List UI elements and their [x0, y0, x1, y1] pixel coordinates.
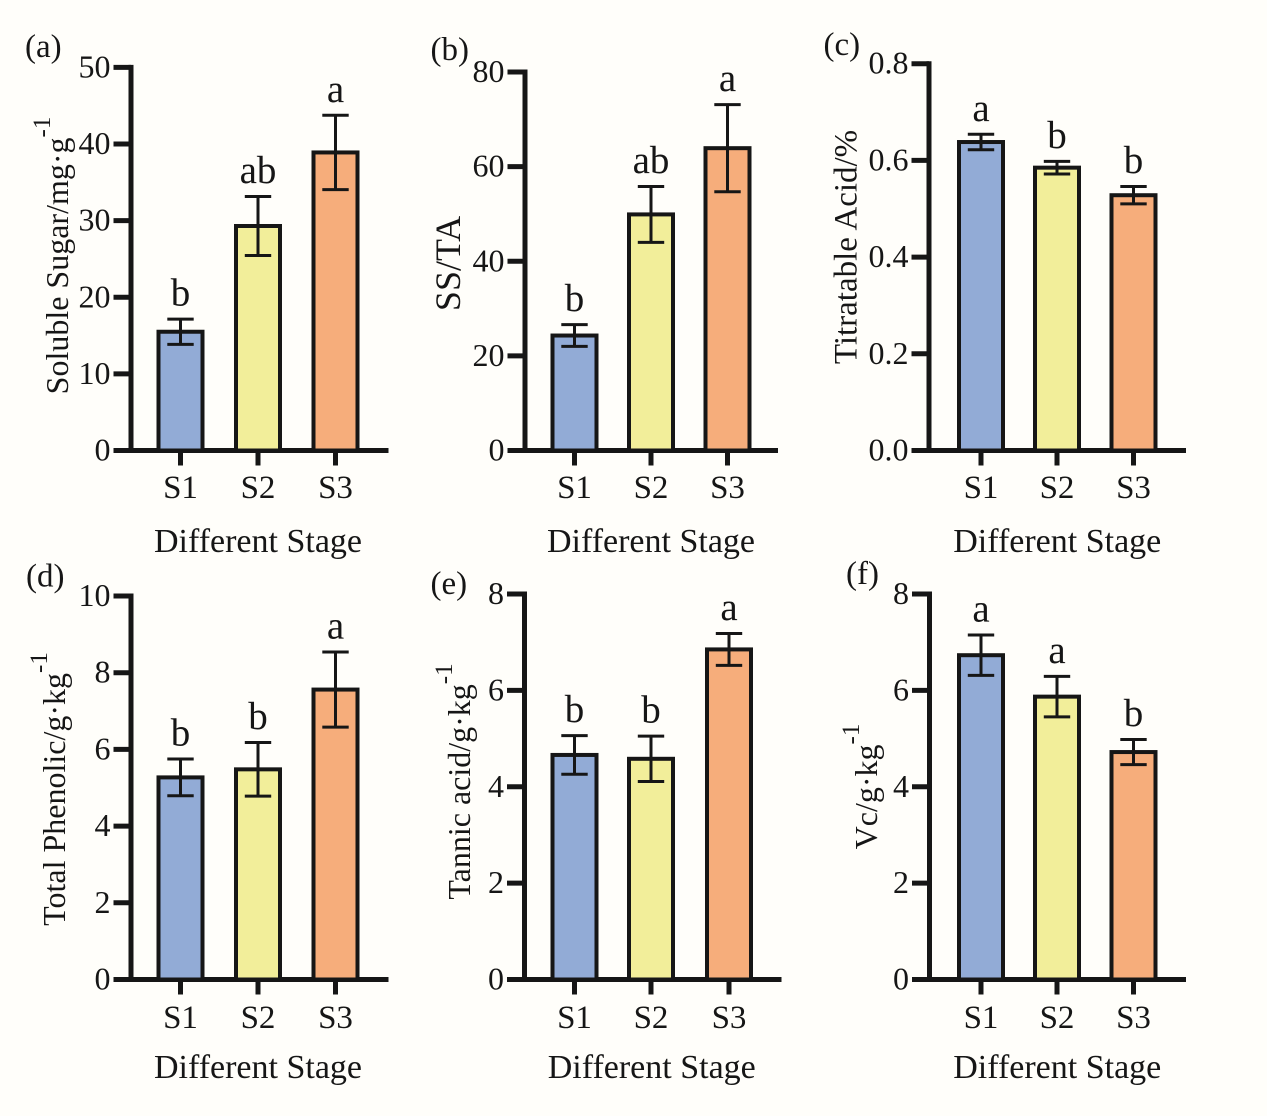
- svg-text:a: a: [719, 57, 736, 100]
- svg-text:b: b: [1047, 114, 1067, 157]
- svg-text:S2: S2: [634, 470, 669, 506]
- svg-text:8: 8: [488, 575, 504, 611]
- svg-text:20: 20: [79, 278, 111, 314]
- svg-text:30: 30: [79, 202, 111, 238]
- svg-text:0: 0: [95, 961, 111, 997]
- svg-text:Different Stage: Different Stage: [548, 1049, 756, 1086]
- svg-text:b: b: [641, 689, 661, 732]
- svg-text:0.6: 0.6: [869, 141, 909, 177]
- svg-text:S3: S3: [318, 1000, 353, 1036]
- svg-text:S3: S3: [1116, 1000, 1151, 1036]
- svg-text:0: 0: [488, 961, 504, 997]
- svg-text:a: a: [972, 87, 989, 130]
- svg-text:a: a: [972, 587, 989, 630]
- svg-text:S1: S1: [557, 470, 592, 506]
- svg-text:Titratable Acid/%: Titratable Acid/%: [829, 130, 865, 364]
- svg-text:0.8: 0.8: [869, 45, 909, 81]
- svg-text:(b): (b): [431, 32, 469, 68]
- svg-text:2: 2: [488, 864, 504, 900]
- svg-text:0: 0: [893, 961, 909, 997]
- svg-text:8: 8: [95, 654, 111, 690]
- svg-text:Different Stage: Different Stage: [154, 1049, 362, 1086]
- svg-text:b: b: [565, 688, 585, 731]
- svg-text:ab: ab: [240, 149, 277, 192]
- svg-text:0: 0: [489, 432, 505, 468]
- svg-text:S2: S2: [241, 1000, 276, 1036]
- svg-text:10: 10: [79, 355, 111, 391]
- svg-text:(c): (c): [824, 27, 861, 63]
- svg-text:(f): (f): [846, 556, 879, 592]
- svg-text:Different Stage: Different Stage: [953, 1049, 1161, 1086]
- svg-text:50: 50: [79, 48, 111, 84]
- svg-text:a: a: [1048, 629, 1065, 672]
- svg-text:a: a: [327, 68, 344, 111]
- svg-text:20: 20: [473, 337, 505, 373]
- svg-text:b: b: [248, 695, 268, 738]
- svg-text:b: b: [171, 272, 191, 315]
- svg-text:4: 4: [488, 768, 504, 804]
- svg-text:0.0: 0.0: [869, 432, 909, 468]
- svg-text:4: 4: [893, 768, 909, 804]
- svg-text:S3: S3: [318, 470, 353, 506]
- svg-text:a: a: [720, 586, 737, 629]
- svg-text:S3: S3: [1116, 470, 1151, 506]
- svg-text:S1: S1: [163, 1000, 198, 1036]
- svg-text:b: b: [171, 711, 191, 754]
- svg-text:6: 6: [893, 671, 909, 707]
- svg-text:0.4: 0.4: [869, 238, 909, 274]
- svg-text:10: 10: [79, 577, 111, 613]
- svg-text:Different Stage: Different Stage: [154, 523, 362, 560]
- svg-text:Different Stage: Different Stage: [547, 523, 755, 560]
- svg-text:b: b: [1124, 692, 1144, 735]
- svg-text:S3: S3: [710, 470, 745, 506]
- svg-text:a: a: [327, 604, 344, 647]
- svg-text:40: 40: [473, 242, 505, 278]
- svg-text:S2: S2: [241, 470, 276, 506]
- svg-text:ab: ab: [633, 139, 670, 182]
- svg-text:6: 6: [488, 671, 504, 707]
- svg-text:2: 2: [893, 864, 909, 900]
- svg-text:S2: S2: [1040, 470, 1075, 506]
- svg-text:8: 8: [893, 575, 909, 611]
- svg-text:S1: S1: [964, 470, 999, 506]
- svg-text:Different Stage: Different Stage: [953, 523, 1161, 560]
- svg-text:(e): (e): [431, 566, 468, 602]
- svg-text:S3: S3: [712, 1000, 747, 1036]
- svg-text:40: 40: [79, 125, 111, 161]
- svg-text:SS/TA: SS/TA: [428, 216, 468, 311]
- svg-text:S1: S1: [557, 1000, 592, 1036]
- svg-text:S2: S2: [1040, 1000, 1075, 1036]
- svg-text:4: 4: [95, 807, 111, 843]
- svg-text:(a): (a): [25, 29, 62, 65]
- svg-text:6: 6: [95, 730, 111, 766]
- svg-text:60: 60: [473, 148, 505, 184]
- svg-text:0: 0: [95, 432, 111, 468]
- svg-text:2: 2: [95, 884, 111, 920]
- svg-text:(d): (d): [26, 559, 64, 595]
- svg-text:80: 80: [473, 53, 505, 89]
- svg-text:0.2: 0.2: [869, 335, 909, 371]
- svg-text:S2: S2: [634, 1000, 669, 1036]
- svg-text:b: b: [1124, 139, 1144, 182]
- svg-text:b: b: [565, 277, 585, 320]
- svg-text:S1: S1: [163, 470, 198, 506]
- svg-text:S1: S1: [964, 1000, 999, 1036]
